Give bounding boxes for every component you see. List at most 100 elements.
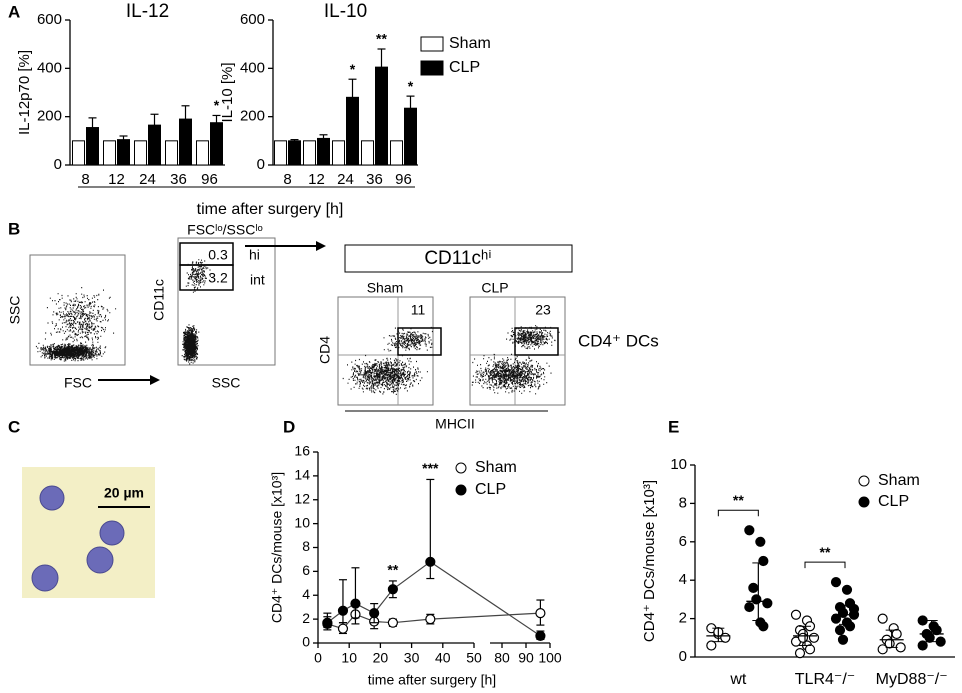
gate-title: FSCˡᵒ/SSCˡᵒ: [187, 222, 263, 238]
legend-label: CLP: [475, 481, 506, 498]
bar: [375, 66, 388, 166]
group-label: Sham: [367, 280, 404, 296]
significance: *: [408, 78, 414, 94]
panel-letter: A: [8, 2, 20, 21]
point: [744, 601, 755, 613]
dot-cloud: [383, 326, 433, 352]
panel-letter: B: [8, 219, 20, 238]
y-tick-label: 12: [294, 490, 310, 506]
point: [387, 617, 398, 628]
x-tick-label: 24: [337, 171, 354, 188]
dot-cloud: [181, 324, 200, 365]
y-axis-label: IL-10 [%]: [219, 62, 236, 122]
point: [808, 632, 820, 643]
y-tick-label: 6: [679, 533, 687, 550]
x-tick-label: wt: [729, 671, 747, 688]
point: [706, 640, 717, 651]
x-tick-label: 0: [314, 650, 322, 666]
x-tick-label: 90: [518, 650, 534, 666]
cell: [39, 485, 65, 511]
point: [891, 628, 902, 640]
gate-label: int: [250, 272, 265, 288]
x-tick-label: 36: [366, 171, 383, 188]
y-tick-label: 8: [679, 494, 687, 511]
dot-cloud: [471, 353, 552, 395]
chart-title: IL-10: [324, 1, 367, 22]
point: [830, 577, 842, 588]
point: [758, 621, 769, 632]
group-label: CLP: [481, 280, 508, 296]
legend-swatch: [420, 36, 444, 52]
significance: **: [733, 492, 744, 508]
cell: [99, 520, 125, 546]
x-tick-label: 30: [404, 650, 420, 666]
chart-title: IL-12: [126, 1, 169, 22]
legend-marker: [858, 496, 870, 508]
bar: [134, 140, 147, 166]
bar: [72, 140, 85, 166]
x-tick-label: 80: [494, 650, 510, 666]
legend-label: CLP: [449, 59, 480, 76]
plot-frame: [469, 296, 566, 406]
gate-value: 11: [411, 302, 426, 318]
arrow-head: [316, 241, 326, 251]
bar: [404, 107, 417, 166]
significance: *: [214, 97, 220, 113]
significance-bracket: [804, 561, 846, 569]
dot-cloud: [506, 325, 560, 350]
x-tick-label: 50: [466, 650, 482, 666]
flow-panel: SSC FSC FSCˡᵒ/SSCˡᵒ CD11c 0.3 hi 3.2 int…: [7, 222, 659, 432]
point: [744, 525, 755, 536]
point: [841, 584, 853, 595]
x-tick-label: 20: [373, 650, 389, 666]
y-axis-label: CD4⁺ DCs/mouse [x10³]: [641, 480, 658, 642]
bar: [103, 140, 116, 166]
y-tick-label: 8: [302, 538, 310, 554]
bar: [210, 122, 223, 166]
axis-label: SSC: [7, 296, 23, 325]
y-tick-label: 0: [302, 634, 310, 650]
bar: [179, 118, 192, 166]
y-tick-label: 0: [679, 648, 687, 665]
y-tick-label: 0: [257, 156, 265, 173]
significance: **: [387, 562, 398, 578]
bar: [86, 127, 99, 166]
y-tick-label: 4: [302, 586, 310, 602]
point: [748, 582, 759, 593]
dot-cloud: [185, 259, 211, 293]
legend-label: Sham: [449, 35, 491, 52]
dot-cloud: [35, 342, 106, 362]
x-axis-label: time after surgery [h]: [368, 672, 496, 688]
bar: [165, 140, 178, 166]
x-tick-label: 12: [308, 171, 325, 188]
scale-label: 20 µm: [104, 485, 144, 501]
point: [877, 613, 888, 624]
point: [924, 632, 935, 643]
axis-label: MHCII: [435, 416, 475, 432]
y-tick-label: 6: [302, 562, 310, 578]
y-axis-label: IL-12p70 [%]: [16, 50, 33, 135]
legend-swatch: [420, 60, 444, 76]
cell: [86, 546, 114, 574]
arrow-head: [150, 375, 160, 385]
x-tick-label: MyD88⁻/⁻: [876, 671, 948, 688]
x-tick-label: 96: [395, 171, 412, 188]
significance-bracket: [717, 509, 759, 517]
axis-label: CD4: [317, 336, 333, 364]
axis-label: SSC: [212, 375, 241, 391]
legend-label: CLP: [878, 493, 909, 510]
x-tick-label: TLR4⁻/⁻: [795, 671, 855, 688]
point: [917, 640, 928, 651]
axis-label: CD11c: [151, 279, 167, 321]
point: [350, 598, 361, 609]
bar: [274, 140, 287, 166]
legend-marker: [455, 462, 467, 474]
bar: [332, 140, 345, 166]
y-tick-label: 400: [37, 59, 62, 76]
bar: [317, 137, 330, 166]
y-tick-label: 2: [679, 610, 687, 627]
x-tick-label: 24: [139, 171, 156, 188]
point: [837, 634, 849, 645]
y-tick-label: 4: [679, 571, 687, 588]
